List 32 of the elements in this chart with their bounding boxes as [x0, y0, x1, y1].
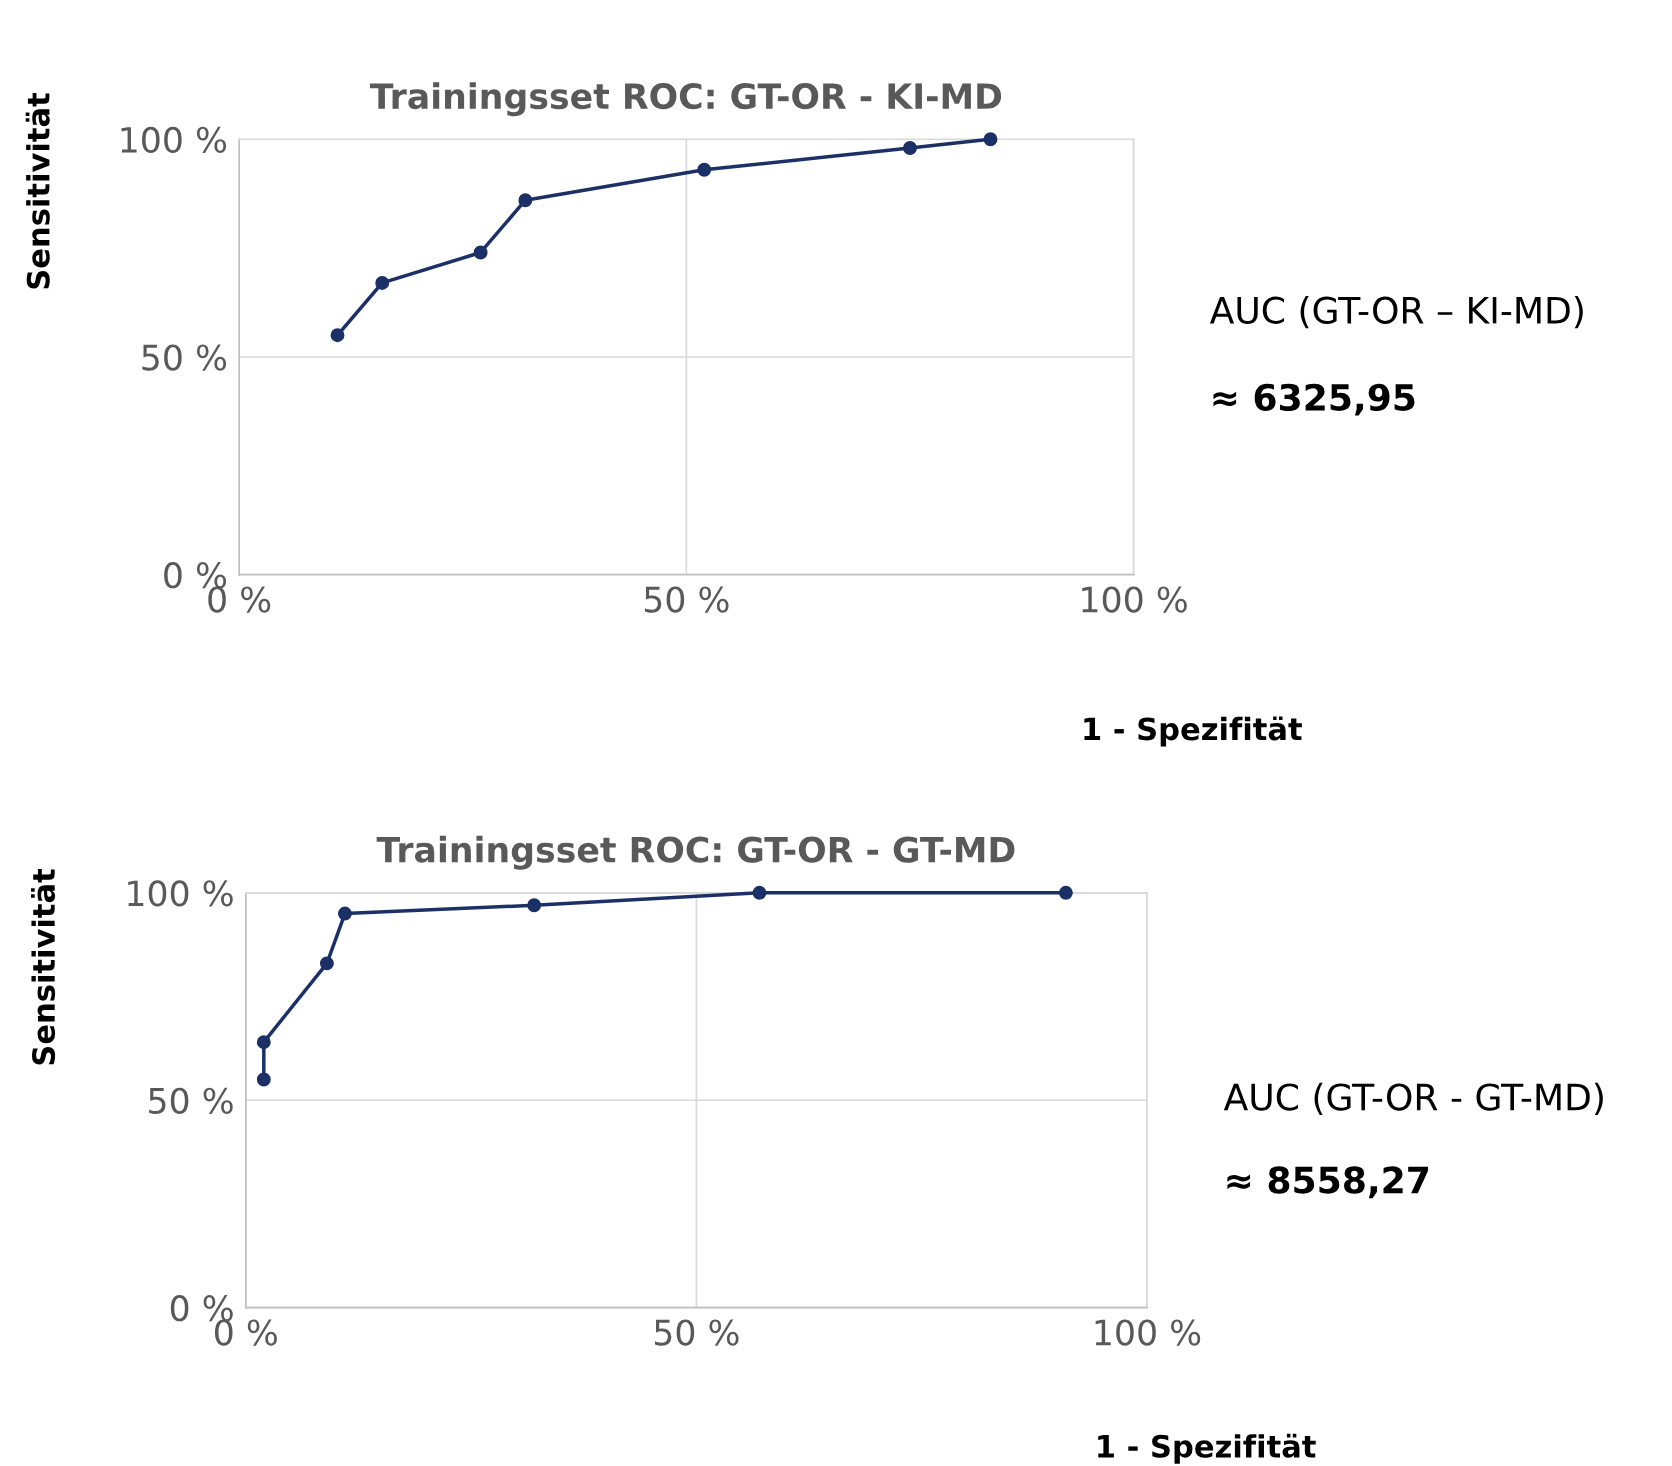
point: [473, 245, 488, 260]
point: [256, 1072, 271, 1087]
chart-title: Trainingsset ROC: GT-OR - KI-MD: [369, 82, 1002, 117]
x-tick-label: 50 %: [654, 1319, 739, 1346]
point: [697, 162, 712, 177]
point: [375, 276, 390, 290]
x-tick-label: 100 %: [1095, 1319, 1201, 1346]
y-axis-title: Sensitivität: [25, 92, 50, 289]
text: AUC (GT-OR – KI-MD): [1209, 296, 1583, 329]
point: [256, 1035, 271, 1050]
y-tick-label: 100 %: [128, 880, 233, 907]
point: [518, 193, 533, 208]
y-tick-label: 50 %: [149, 1087, 233, 1114]
point: [319, 956, 334, 971]
y-tick-label: 50 %: [142, 344, 227, 371]
point: [752, 885, 767, 900]
x-tick-label: 100 %: [1082, 586, 1187, 613]
y-axis-title: Sensitivität: [31, 868, 56, 1065]
text: ≈ 6325,95: [1213, 383, 1415, 416]
x-axis-title: 1 - Spezifität: [1084, 716, 1302, 747]
text: AUC (GT-OR - GT-MD): [1223, 1082, 1603, 1115]
point: [527, 898, 542, 913]
text: ≈ 8558,27: [1227, 1166, 1429, 1199]
y-tick-label: 100 %: [121, 126, 227, 153]
point: [983, 132, 998, 147]
point: [1058, 885, 1073, 900]
x-axis-title: 1 - Spezifität: [1098, 1433, 1316, 1464]
point: [330, 328, 345, 343]
x-tick-label: 50 %: [644, 586, 729, 613]
point: [337, 906, 352, 921]
chart-title: Trainingsset ROC: GT-OR - GT-MD: [376, 835, 1015, 870]
point: [903, 141, 917, 155]
